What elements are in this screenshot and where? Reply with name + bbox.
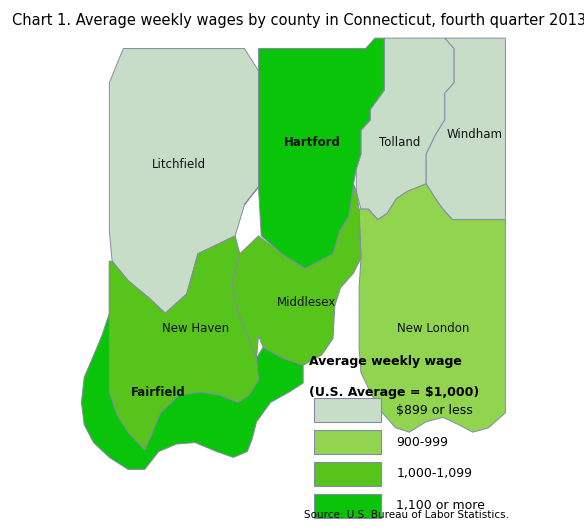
Polygon shape xyxy=(109,236,259,450)
Text: Windham: Windham xyxy=(447,129,503,141)
Polygon shape xyxy=(232,184,361,365)
Text: Average weekly wage: Average weekly wage xyxy=(309,355,462,368)
Text: Tolland: Tolland xyxy=(380,136,421,149)
FancyBboxPatch shape xyxy=(314,430,381,454)
Text: 1,100 or more: 1,100 or more xyxy=(396,499,485,512)
Polygon shape xyxy=(81,261,303,469)
Text: $899 or less: $899 or less xyxy=(396,404,473,417)
Text: 900-999: 900-999 xyxy=(396,435,448,449)
Text: Middlesex: Middlesex xyxy=(277,296,336,310)
FancyBboxPatch shape xyxy=(314,398,381,422)
Text: Fairfield: Fairfield xyxy=(130,386,185,399)
Polygon shape xyxy=(426,38,505,219)
FancyBboxPatch shape xyxy=(314,494,381,518)
FancyBboxPatch shape xyxy=(314,462,381,486)
Polygon shape xyxy=(109,48,259,313)
Text: Source: U.S. Bureau of Labor Statistics.: Source: U.S. Bureau of Labor Statistics. xyxy=(304,510,509,520)
Text: New Haven: New Haven xyxy=(162,322,229,335)
Text: Litchfield: Litchfield xyxy=(152,158,206,171)
Polygon shape xyxy=(359,184,505,432)
Text: New London: New London xyxy=(397,322,469,335)
Text: (U.S. Average = $1,000): (U.S. Average = $1,000) xyxy=(309,386,479,398)
Text: Hartford: Hartford xyxy=(284,136,341,149)
Text: 1,000-1,099: 1,000-1,099 xyxy=(396,467,472,481)
Text: Chart 1. Average weekly wages by county in Connecticut, fourth quarter 2013: Chart 1. Average weekly wages by county … xyxy=(12,13,584,28)
Polygon shape xyxy=(245,38,384,269)
Polygon shape xyxy=(356,38,454,219)
